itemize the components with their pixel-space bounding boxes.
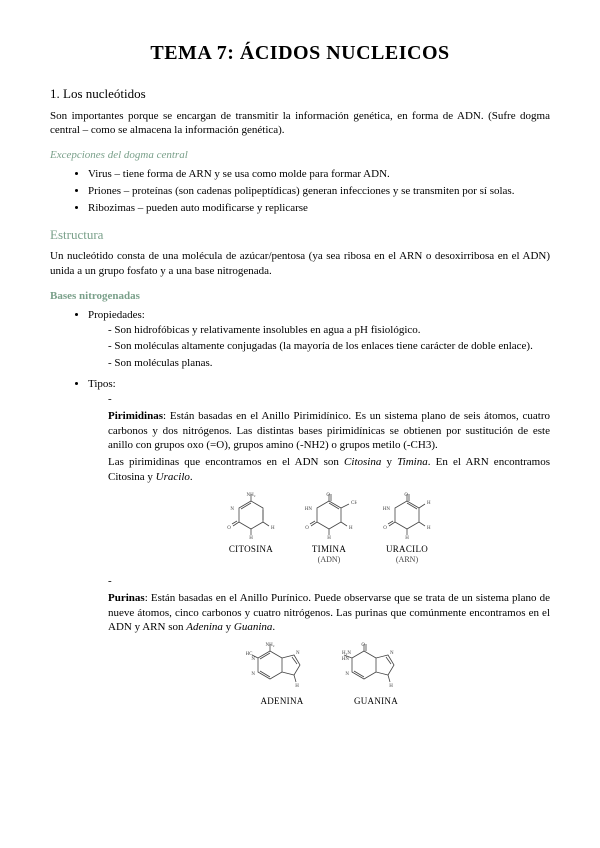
pirimidinas-item: Pirimidinas: Están basadas en el Anillo … bbox=[108, 392, 550, 566]
mol-label: ADENINA bbox=[260, 695, 303, 707]
pyr-t2b: y bbox=[381, 456, 397, 468]
guanina-em: Guanina bbox=[234, 621, 273, 633]
svg-text:H: H bbox=[349, 526, 353, 531]
pyrimidine-diagram-row: NH₂ N O H H CITOSINA bbox=[108, 491, 550, 566]
svg-text:O: O bbox=[326, 493, 330, 498]
timina-icon: O HN O H CH₃ H bbox=[301, 491, 357, 541]
svg-text:N: N bbox=[251, 672, 255, 677]
section-number: 1. bbox=[50, 86, 60, 101]
citosina-molecule: NH₂ N O H H CITOSINA bbox=[223, 491, 279, 566]
section-label: Los nucleótidos bbox=[63, 86, 146, 101]
pyr-t2d: . bbox=[190, 471, 193, 483]
estructura-heading: Estructura bbox=[50, 226, 550, 244]
tipos-sublist: Pirimidinas: Están basadas en el Anillo … bbox=[108, 392, 550, 708]
svg-text:NH₂: NH₂ bbox=[247, 493, 256, 498]
svg-text:HC: HC bbox=[246, 652, 253, 657]
mol-label: GUANINA bbox=[354, 695, 398, 707]
uracilo-em: Uracilo bbox=[156, 471, 190, 483]
exceptions-list: Virus – tiene forma de ARN y se usa como… bbox=[88, 167, 550, 216]
svg-text:N: N bbox=[251, 657, 255, 662]
svg-text:H: H bbox=[295, 684, 299, 689]
purine-diagram-row: NH₂ N HC N N H ADENINA bbox=[108, 641, 550, 707]
adenina-molecule: NH₂ N HC N N H ADENINA bbox=[246, 641, 318, 707]
mol-label: CITOSINA bbox=[229, 543, 273, 555]
prop-item: Son hidrofóbicas y relativamente insolub… bbox=[108, 323, 550, 338]
svg-text:N: N bbox=[296, 651, 300, 656]
svg-text:HN: HN bbox=[305, 507, 313, 512]
prop-item: Son moléculas altamente conjugadas (la m… bbox=[108, 339, 550, 354]
exception-item: Virus – tiene forma de ARN y se usa como… bbox=[88, 167, 550, 182]
purinas-item: Purinas: Están basadas en el Anillo Purí… bbox=[108, 574, 550, 708]
pur-t3: . bbox=[272, 621, 275, 633]
page-title: TEMA 7: ÁCIDOS NUCLEICOS bbox=[50, 40, 550, 67]
citosina-em: Citosina bbox=[344, 456, 381, 468]
section-heading: 1. Los nucleótidos bbox=[50, 85, 550, 103]
svg-text:N: N bbox=[230, 507, 234, 512]
guanina-molecule: O HN H₂N N N H GUANINA bbox=[340, 641, 412, 707]
mol-label: TIMINA bbox=[312, 543, 346, 555]
pur-t1: : Están basadas en el Anillo Purínico. P… bbox=[108, 592, 550, 634]
estructura-body: Un nucleótido consta de una molécula de … bbox=[50, 249, 550, 279]
pyr-t2a: Las pirimidinas que encontramos en el AD… bbox=[108, 456, 344, 468]
svg-text:O: O bbox=[361, 643, 365, 648]
pirimidinas-label: Pirimidinas bbox=[108, 410, 163, 422]
bases-list: Propiedades: Son hidrofóbicas y relativa… bbox=[88, 308, 550, 708]
svg-text:H: H bbox=[327, 536, 331, 541]
pur-t2: y bbox=[223, 621, 234, 633]
pirimidinas-text: : Están basadas en el Anillo Pirimidínic… bbox=[108, 410, 550, 452]
bases-heading: Bases nitrogenadas bbox=[50, 289, 550, 304]
svg-text:HN: HN bbox=[383, 507, 391, 512]
propiedades-label: Propiedades: bbox=[88, 309, 145, 321]
svg-text:N: N bbox=[345, 672, 349, 677]
propiedades-item: Propiedades: Son hidrofóbicas y relativa… bbox=[88, 308, 550, 371]
mol-sublabel: (ARN) bbox=[396, 555, 418, 566]
svg-text:CH₃: CH₃ bbox=[351, 501, 357, 506]
svg-text:H: H bbox=[427, 501, 431, 506]
exception-item: Priones – proteínas (son cadenas polipep… bbox=[88, 184, 550, 199]
svg-text:O: O bbox=[227, 526, 231, 531]
uracilo-molecule: O HN O H H H URACILO (ARN) bbox=[379, 491, 435, 566]
timina-em: Timina bbox=[397, 456, 428, 468]
mol-sublabel: (ADN) bbox=[318, 555, 341, 566]
prop-item: Son moléculas planas. bbox=[108, 356, 550, 371]
svg-text:H: H bbox=[249, 536, 253, 541]
svg-text:HN: HN bbox=[342, 657, 350, 662]
propiedades-sublist: Son hidrofóbicas y relativamente insolub… bbox=[108, 323, 550, 372]
guanina-icon: O HN H₂N N N H bbox=[340, 641, 412, 693]
svg-text:N: N bbox=[390, 651, 394, 656]
exceptions-heading: Excepciones del dogma central bbox=[50, 148, 550, 163]
uracilo-icon: O HN O H H H bbox=[379, 491, 435, 541]
tipos-item: Tipos: Pirimidinas: Están basadas en el … bbox=[88, 377, 550, 707]
svg-text:H₂N: H₂N bbox=[342, 651, 351, 656]
svg-text:H: H bbox=[271, 526, 275, 531]
svg-text:H: H bbox=[405, 536, 409, 541]
tipos-label: Tipos: bbox=[88, 378, 116, 390]
svg-text:H: H bbox=[427, 526, 431, 531]
purinas-label: Purinas bbox=[108, 592, 145, 604]
timina-molecule: O HN O H CH₃ H TIMINA (ADN) bbox=[301, 491, 357, 566]
mol-label: URACILO bbox=[386, 543, 428, 555]
svg-text:NH₂: NH₂ bbox=[266, 643, 275, 648]
svg-text:O: O bbox=[305, 526, 309, 531]
svg-text:H: H bbox=[389, 684, 393, 689]
intro-paragraph: Son importantes porque se encargan de tr… bbox=[50, 109, 550, 139]
adenina-icon: NH₂ N HC N N H bbox=[246, 641, 318, 693]
svg-text:O: O bbox=[383, 526, 387, 531]
citosina-icon: NH₂ N O H H bbox=[223, 491, 279, 541]
svg-text:O: O bbox=[404, 493, 408, 498]
adenina-em: Adenina bbox=[186, 621, 223, 633]
exception-item: Ribozimas – pueden auto modificarse y re… bbox=[88, 201, 550, 216]
